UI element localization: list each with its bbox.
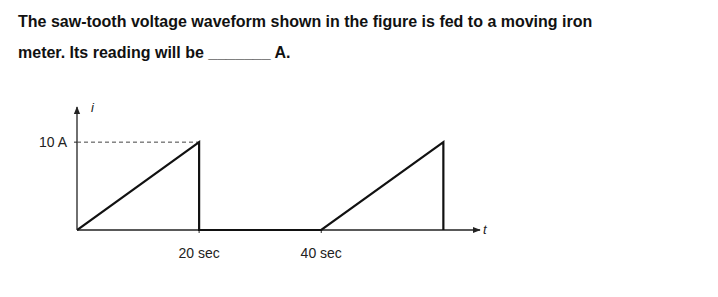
y-tick-label: 10 A <box>39 134 68 150</box>
waveform <box>77 142 443 230</box>
chart: t i 20 sec 40 sec 10 A <box>0 0 718 297</box>
x-tick-label: 40 sec <box>301 245 342 261</box>
plot-area <box>77 142 443 230</box>
question: The saw-tooth voltage waveform shown in … <box>18 6 708 68</box>
x-axis-label: t <box>483 222 488 237</box>
y-tick <box>74 142 77 143</box>
question-line: meter. Its reading will be _______ A. <box>18 37 708 68</box>
y-axis <box>76 107 77 230</box>
x-tick-label: 20 sec <box>178 245 219 261</box>
y-axis-label: i <box>91 100 95 115</box>
question-line: The saw-tooth voltage waveform shown in … <box>18 6 708 37</box>
y-tick-guide <box>77 142 199 143</box>
